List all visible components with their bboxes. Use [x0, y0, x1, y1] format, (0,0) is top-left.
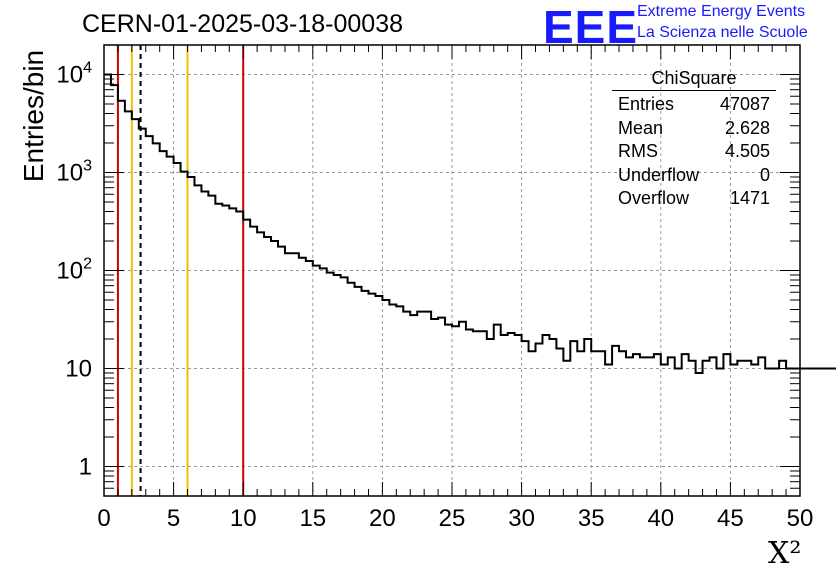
- y-tick-label: 1: [79, 453, 92, 480]
- plot-title: CERN-01-2025-03-18-00038: [82, 10, 404, 38]
- y-tick-label: 10: [65, 355, 92, 382]
- stats-label: RMS: [618, 141, 658, 161]
- x-tick-label: 25: [439, 505, 466, 532]
- stats-label: Entries: [618, 94, 675, 114]
- stats-value: 2.628: [724, 117, 770, 138]
- y-tick-label: 102: [56, 256, 92, 285]
- stats-label: Overflow: [618, 188, 690, 208]
- x-axis-label: X²: [768, 536, 802, 571]
- y-tick-label: 104: [56, 60, 92, 89]
- x-tick-label: 45: [717, 505, 744, 532]
- stats-value: 0: [759, 164, 770, 185]
- y-tick-label: 103: [56, 158, 92, 187]
- y-tick-labels: 1 10 102 103 104: [56, 60, 92, 481]
- axis-ticks: [103, 45, 801, 496]
- stats-box-title: ChiSquare: [612, 68, 776, 91]
- stats-row-underflow: Underflow 0: [612, 165, 776, 189]
- stats-label: Mean: [618, 117, 664, 138]
- logo-line-1: Extreme Energy Events: [637, 3, 806, 20]
- y-axis-label: Entries/bin: [18, 49, 49, 183]
- x-tick-label: 50: [787, 505, 814, 532]
- x-tick-label: 0: [97, 505, 110, 532]
- stats-value: 4.505: [724, 141, 770, 161]
- x-tick-label: 10: [230, 505, 257, 532]
- x-tick-label: 5: [167, 505, 180, 532]
- stats-row-mean: Mean 2.628: [612, 118, 776, 142]
- x-tick-labels: 0 5 10 15 20 25 30 35 40 45 50: [97, 505, 813, 532]
- x-tick-label: 35: [578, 505, 605, 532]
- logo-line-2: La Scienza nelle Scuole: [637, 24, 808, 41]
- x-tick-label: 30: [508, 505, 535, 532]
- stats-value: 1471: [729, 188, 770, 208]
- stats-row-overflow: Overflow 1471: [612, 188, 776, 212]
- x-tick-label: 40: [647, 505, 674, 532]
- stats-value: 47087: [719, 94, 770, 114]
- stats-box: ChiSquare Entries 47087 Mean 2.628 RMS 4…: [612, 68, 776, 212]
- eee-logo: EEE: [543, 1, 639, 53]
- grid-lines: [104, 45, 800, 496]
- stats-row-entries: Entries 47087: [612, 94, 776, 118]
- histogram-series: [104, 73, 836, 374]
- stats-row-rms: RMS 4.505: [612, 141, 776, 165]
- stats-label: Underflow: [618, 164, 700, 185]
- x-tick-label: 15: [299, 505, 326, 532]
- x-tick-label: 20: [369, 505, 396, 532]
